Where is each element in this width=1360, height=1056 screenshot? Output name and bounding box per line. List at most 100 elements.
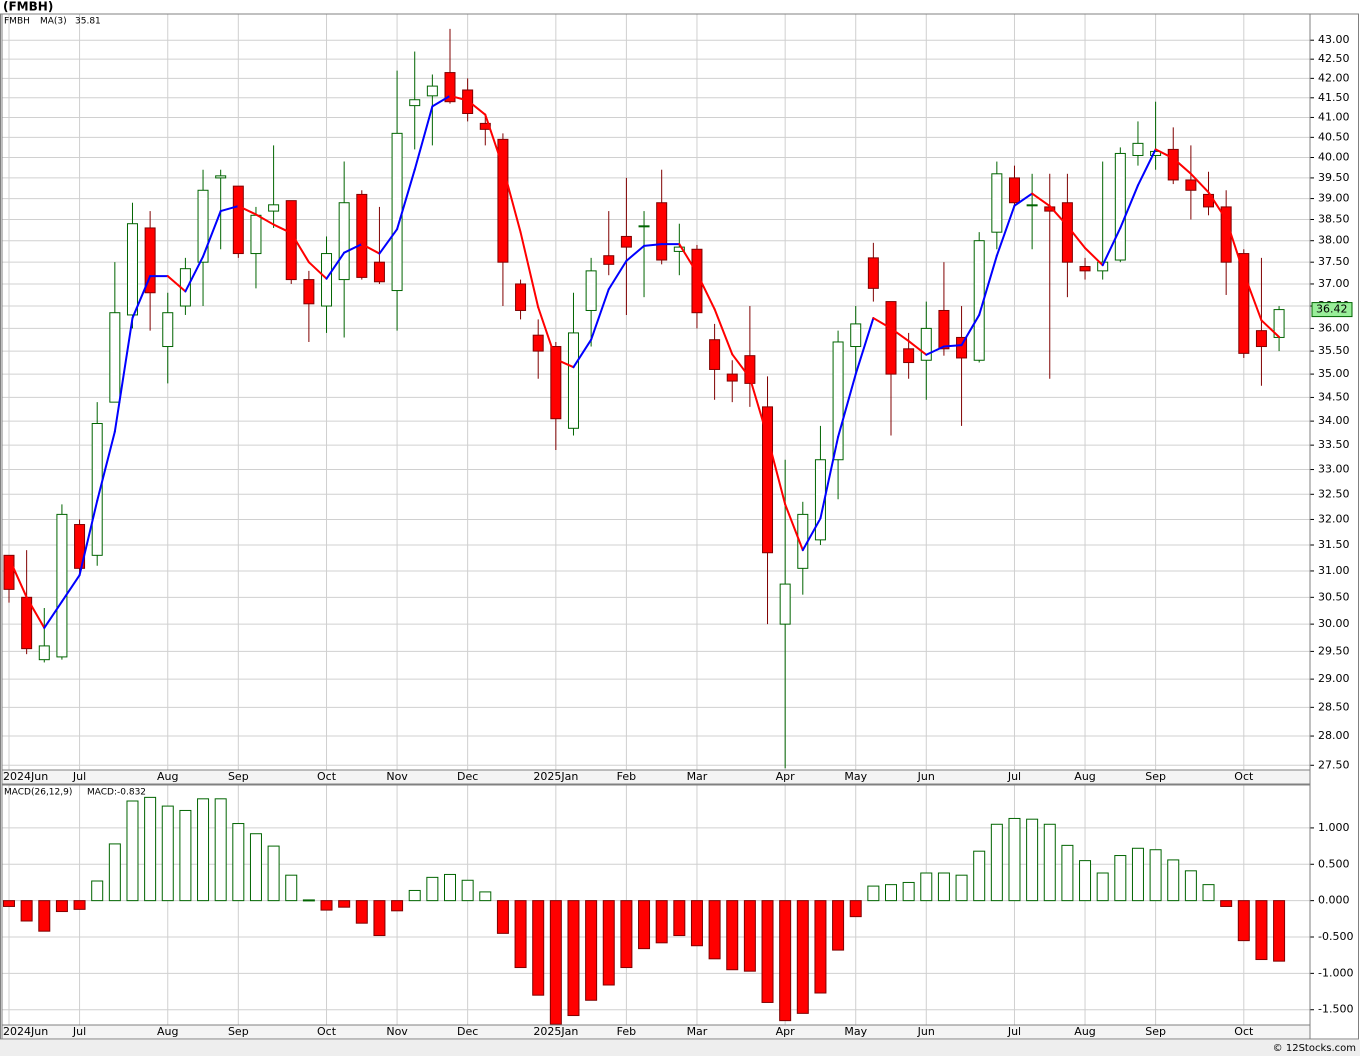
candle-body bbox=[850, 323, 862, 348]
macd-bar bbox=[920, 872, 933, 902]
x-tick-label: Aug bbox=[157, 770, 178, 783]
candle-body bbox=[303, 279, 315, 305]
macd-bar bbox=[638, 900, 651, 950]
x-tick-label: Sep bbox=[1145, 1025, 1166, 1038]
y-tick-label: 28.50 bbox=[1318, 700, 1350, 713]
x-tick-label: Sep bbox=[228, 1025, 249, 1038]
x-tick-label: Dec bbox=[457, 770, 478, 783]
y-tick-label: 32.50 bbox=[1318, 487, 1350, 500]
ma-line bbox=[995, 204, 1016, 257]
macd-bar bbox=[585, 900, 598, 1001]
ma-line bbox=[413, 105, 434, 171]
ma-line bbox=[978, 254, 998, 316]
ma-line bbox=[113, 317, 134, 433]
ma-line bbox=[1031, 192, 1051, 208]
y-tick-label: 31.00 bbox=[1318, 564, 1350, 577]
y-tick-label: 33.00 bbox=[1318, 463, 1350, 476]
ma-line bbox=[942, 344, 963, 348]
ma-line bbox=[1048, 205, 1069, 227]
macd-bar bbox=[426, 876, 439, 902]
macd-bar bbox=[391, 900, 404, 912]
candle-body bbox=[373, 261, 385, 283]
macd-bar bbox=[1079, 860, 1092, 902]
last-price-label: 36.42 bbox=[1316, 303, 1348, 316]
macd-bar bbox=[708, 900, 721, 960]
y-tick-label: 36.00 bbox=[1318, 321, 1350, 334]
ma-line bbox=[272, 223, 293, 235]
x-tick-label: Dec bbox=[457, 1025, 478, 1038]
y-tick-label: 43.00 bbox=[1318, 33, 1350, 46]
macd-bar bbox=[690, 900, 703, 947]
ma-line bbox=[1119, 184, 1139, 229]
ma-line bbox=[396, 168, 416, 231]
macd-bar bbox=[55, 900, 68, 913]
candle-body bbox=[232, 185, 244, 255]
x-tick-label: Apr bbox=[776, 1025, 796, 1038]
macd-bar bbox=[1114, 855, 1127, 902]
x-tick-label: Aug bbox=[1074, 770, 1095, 783]
y-tick-label: 33.50 bbox=[1318, 438, 1350, 451]
ma-line bbox=[1136, 148, 1157, 187]
ma-line bbox=[537, 306, 557, 361]
candle-body bbox=[603, 255, 615, 265]
macd-bar bbox=[814, 900, 827, 994]
candle-body bbox=[109, 312, 121, 403]
macd-bar bbox=[38, 900, 51, 932]
y-tick-label: -0.500 bbox=[1318, 930, 1353, 943]
candle-body bbox=[1185, 179, 1197, 191]
macd-bar bbox=[867, 885, 880, 902]
macd-bar bbox=[1043, 823, 1056, 902]
ma-line bbox=[837, 373, 857, 438]
candle-body bbox=[91, 423, 103, 556]
ma-line bbox=[784, 503, 804, 552]
legend-symbol: FMBH bbox=[4, 17, 30, 27]
y-tick-label: 1.000 bbox=[1318, 821, 1350, 834]
candle-body bbox=[1079, 266, 1091, 272]
macd-bar bbox=[3, 900, 15, 907]
macd-bar bbox=[673, 900, 686, 937]
y-tick-label: 39.00 bbox=[1318, 192, 1350, 205]
x-tick-label: Jul bbox=[1007, 770, 1021, 783]
candle-body bbox=[691, 248, 703, 314]
y-tick-label: 42.00 bbox=[1318, 71, 1350, 84]
macd-bar bbox=[1220, 900, 1233, 907]
candle-body bbox=[1097, 261, 1109, 272]
candle-body bbox=[56, 513, 68, 658]
ma-line bbox=[907, 340, 928, 356]
macd-bar bbox=[549, 900, 562, 1025]
y-tick-label: 28.00 bbox=[1318, 729, 1350, 742]
indicator-title: MACD(26,12,9) bbox=[4, 788, 72, 798]
ma-line bbox=[219, 205, 240, 213]
candle-body bbox=[567, 332, 579, 429]
ma-line bbox=[590, 288, 610, 341]
macd-bar bbox=[1061, 844, 1074, 902]
ma-line bbox=[1207, 191, 1228, 221]
x-tick-label: Mar bbox=[687, 1025, 708, 1038]
ma-line bbox=[290, 232, 310, 264]
ma-line bbox=[1260, 319, 1281, 338]
candle-body bbox=[497, 138, 509, 263]
candle-body bbox=[991, 173, 1003, 233]
x-tick-label: Aug bbox=[1074, 1025, 1095, 1038]
macd-bar bbox=[461, 879, 474, 902]
macd-bar bbox=[267, 845, 280, 902]
ma-line bbox=[325, 251, 346, 280]
candle-body bbox=[832, 341, 844, 461]
macd-bar bbox=[955, 874, 968, 902]
x-tick-label: Jul bbox=[72, 770, 86, 783]
x-tick-label: Oct bbox=[1234, 770, 1254, 783]
ma-line bbox=[1154, 148, 1175, 160]
candle-body bbox=[638, 225, 650, 228]
y-tick-label: 0.000 bbox=[1318, 894, 1350, 907]
ma-line bbox=[695, 272, 716, 311]
ma-line bbox=[801, 517, 822, 552]
candle-body bbox=[444, 72, 456, 103]
y-tick-label: 41.50 bbox=[1318, 91, 1350, 104]
ma-line bbox=[1242, 272, 1263, 322]
y-tick-label: 27.50 bbox=[1318, 758, 1350, 771]
last-price-box bbox=[1311, 302, 1353, 318]
candle-body bbox=[268, 204, 280, 212]
macd-bar bbox=[726, 900, 739, 971]
candle-body bbox=[321, 253, 333, 307]
